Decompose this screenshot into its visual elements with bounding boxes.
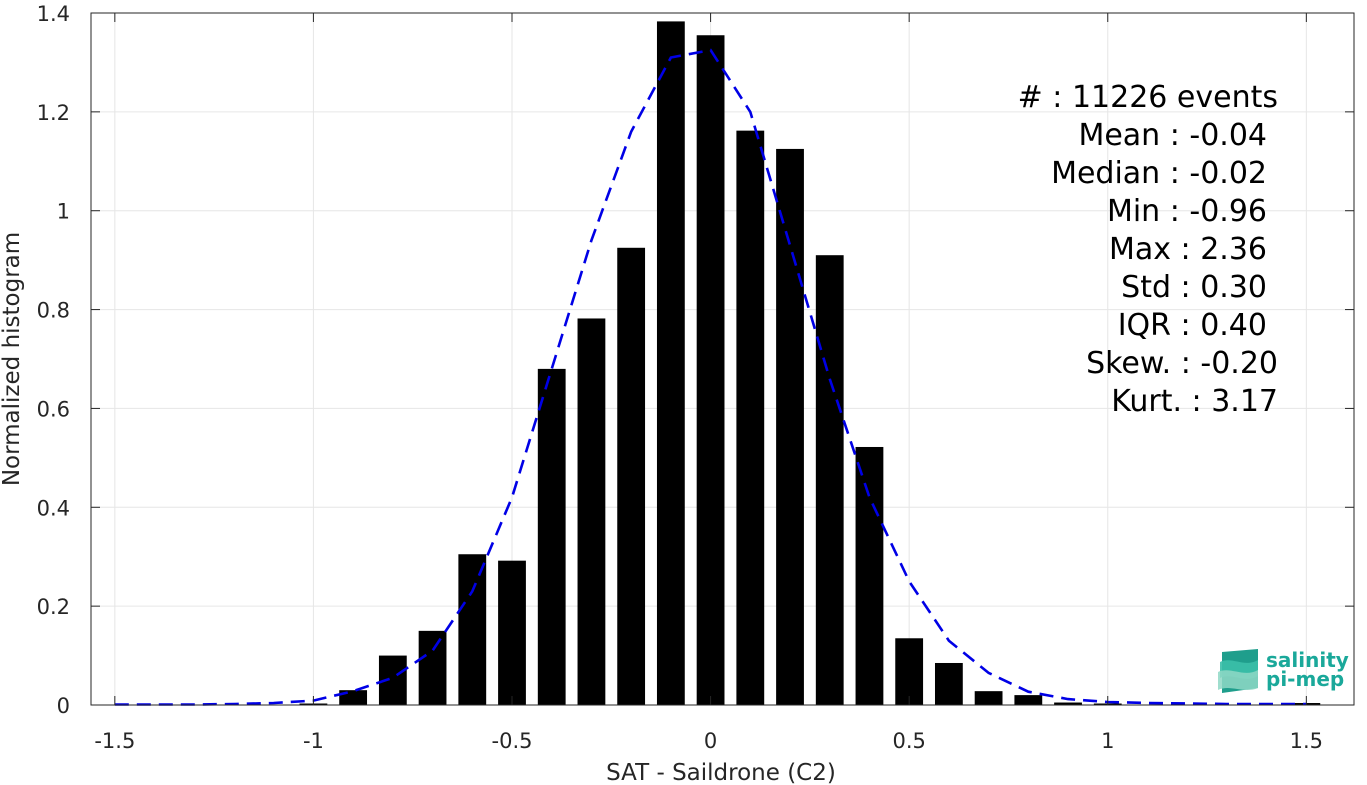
- salinity-pi-mep-logo: salinity pi-mep: [1218, 648, 1349, 693]
- histogram-bar: [418, 630, 447, 705]
- histogram-bar: [696, 35, 725, 705]
- histogram-bar: [498, 560, 526, 705]
- histogram-bar: [458, 554, 487, 705]
- stat-mean: Mean : -0.04: [1078, 118, 1267, 153]
- histogram-bar: [1054, 702, 1082, 705]
- histogram-bar: [855, 446, 884, 705]
- histogram-bar: [934, 662, 963, 705]
- x-tick-label: -1.5: [94, 729, 135, 753]
- y-tick-label: 0.8: [37, 299, 70, 323]
- y-tick-label: 0: [57, 694, 70, 718]
- y-tick-label: 0.4: [37, 496, 70, 520]
- y-tick-label: 0.6: [37, 397, 70, 421]
- histogram-bar: [656, 21, 685, 706]
- y-tick-label: 1: [57, 200, 70, 224]
- y-tick-label: 0.2: [37, 595, 70, 619]
- logo-text-pi-mep: pi-mep: [1266, 667, 1344, 691]
- y-tick-label: 1.4: [37, 2, 70, 26]
- stat-kurt: Kurt. : 3.17: [1111, 384, 1278, 419]
- axis-ticks: [91, 12, 1354, 706]
- x-tick-labels: -1.5 -1 -0.5 0 0.5 1 1.5: [94, 729, 1323, 753]
- axes-box: [90, 12, 1355, 706]
- logo-text-salinity: salinity: [1266, 648, 1349, 672]
- histogram-bar: [617, 247, 646, 706]
- y-tick-labels: 0 0.2 0.4 0.6 0.8 1 1.2 1.4: [37, 2, 70, 718]
- y-axis-title: Normalized histogram: [0, 232, 25, 486]
- x-axis-title: SAT - Saildrone (C2): [606, 760, 836, 785]
- stat-std: Std : 0.30: [1121, 270, 1267, 305]
- logo-wave-icon: [1218, 649, 1258, 693]
- histogram-bar: [577, 318, 606, 705]
- stats-annotation: # : 11226 events Mean : -0.04 Median : -…: [1018, 80, 1278, 419]
- histogram-bar: [815, 255, 844, 705]
- x-tick-label: -1: [303, 729, 324, 753]
- stat-min: Min : -0.96: [1107, 194, 1267, 229]
- stat-median: Median : -0.02: [1051, 156, 1267, 191]
- stat-events: # : 11226 events: [1018, 80, 1278, 115]
- histogram-bar: [974, 691, 1003, 705]
- x-tick-label: 0: [704, 729, 717, 753]
- histogram-bar: [537, 368, 566, 705]
- stat-iqr: IQR : 0.40: [1118, 308, 1267, 343]
- histogram-bar: [776, 148, 804, 705]
- x-tick-label: 1: [1101, 729, 1114, 753]
- histogram-bar: [1014, 695, 1043, 705]
- stat-skew: Skew. : -0.20: [1086, 346, 1278, 381]
- x-tick-label: 1.5: [1290, 729, 1323, 753]
- y-tick-label: 1.2: [37, 101, 70, 125]
- histogram-bars: [299, 21, 1321, 706]
- x-tick-label: 0.5: [892, 729, 925, 753]
- x-tick-label: -0.5: [492, 729, 533, 753]
- histogram-bar: [895, 638, 924, 705]
- histogram-bar: [736, 130, 765, 705]
- stat-max: Max : 2.36: [1109, 232, 1267, 267]
